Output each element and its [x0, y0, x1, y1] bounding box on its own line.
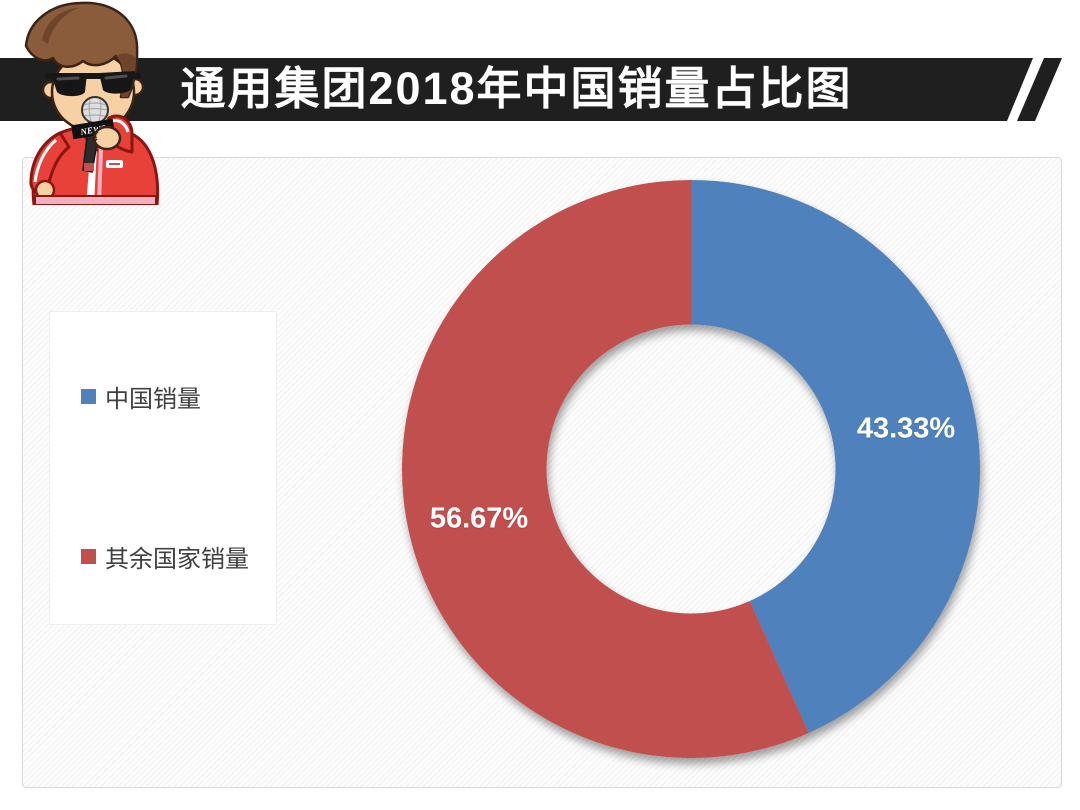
legend-item-others[interactable]: 其余国家销量: [81, 539, 249, 574]
mascot-sunglasses-icon: [45, 71, 141, 97]
legend-label-china: 中国销量: [105, 386, 201, 413]
chart-panel: 43.33% 56.67% 中国销量 其余国家销量: [22, 157, 1062, 788]
legend-swatch-china: [81, 389, 96, 404]
mascot-jacket: [29, 114, 160, 205]
page-title: 通用集团2018年中国销量占比图: [180, 63, 853, 114]
mascot-hand: [92, 125, 122, 152]
data-label-others: 56.67%: [429, 502, 529, 535]
data-label-china: 43.33%: [856, 412, 956, 445]
legend-label-others: 其余国家销量: [105, 546, 249, 573]
chart-legend: 中国销量 其余国家销量: [49, 311, 277, 625]
title-banner: 通用集团2018年中国销量占比图: [0, 58, 1033, 121]
legend-item-china[interactable]: 中国销量: [81, 379, 201, 414]
donut-slice-1[interactable]: [401, 180, 809, 758]
legend-swatch-others: [81, 549, 96, 564]
donut-chart: [401, 180, 980, 758]
donut-slice-0[interactable]: [691, 180, 980, 733]
reporter-mascot-illustration: NEWS: [24, 1, 160, 205]
